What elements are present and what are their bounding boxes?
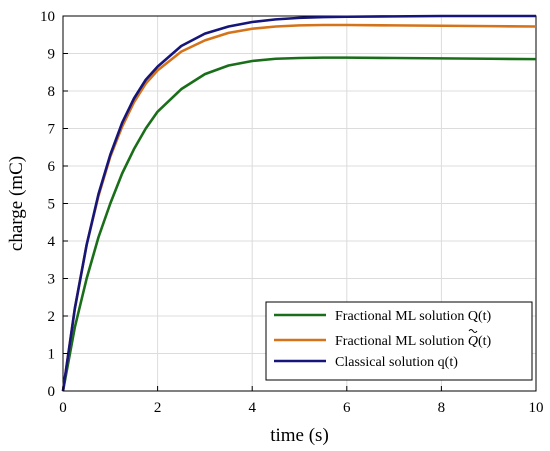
y-tick-label: 6 [48,159,56,175]
y-tick-label: 3 [48,272,56,288]
x-tick-label: 0 [59,400,67,416]
y-tick-label: 1 [48,347,56,363]
legend: Fractional ML solution Q(t)Fractional ML… [265,301,533,381]
legend-entry-part: Q [468,334,478,349]
x-tick-label: 6 [343,400,351,416]
x-tick-label: 8 [438,400,446,416]
x-tick-label: 4 [248,400,256,416]
x-axis-label: time (s) [270,425,329,446]
tilde-accent [468,329,478,333]
legend-entry-part: (t) [478,334,492,349]
legend-entry-part: Fractional ML solution [335,334,468,349]
y-tick-label: 0 [48,384,56,400]
y-tick-label: 2 [48,309,56,325]
q-fractional-line [61,56,537,392]
y-tick-label: 7 [48,122,56,138]
legend-entry: Fractional ML solution Q(t) [335,309,492,324]
legend-entry-part: Classical solution q(t) [335,355,458,370]
y-axis-ticks: 0 1 2 3 4 5 6 7 8 9 10 [40,9,68,400]
y-tick-label: 9 [48,47,56,63]
classical-line [61,14,536,392]
y-axis-label: charge (mC) [6,156,27,251]
x-tick-label: 10 [529,400,544,416]
x-axis-ticks: 0 2 4 6 8 10 [59,386,544,416]
series-lines [61,14,537,392]
legend-entry: Classical solution q(t) [335,355,458,370]
legend-entry-part: Fractional ML solution Q(t) [335,309,492,324]
x-tick-label: 2 [154,400,162,416]
y-tick-label: 4 [48,234,56,250]
legend-entry: Fractional ML solution Q(t) [335,334,492,349]
y-tick-label: 5 [48,197,56,213]
y-tick-label: 10 [40,9,55,25]
y-tick-label: 8 [48,84,56,100]
